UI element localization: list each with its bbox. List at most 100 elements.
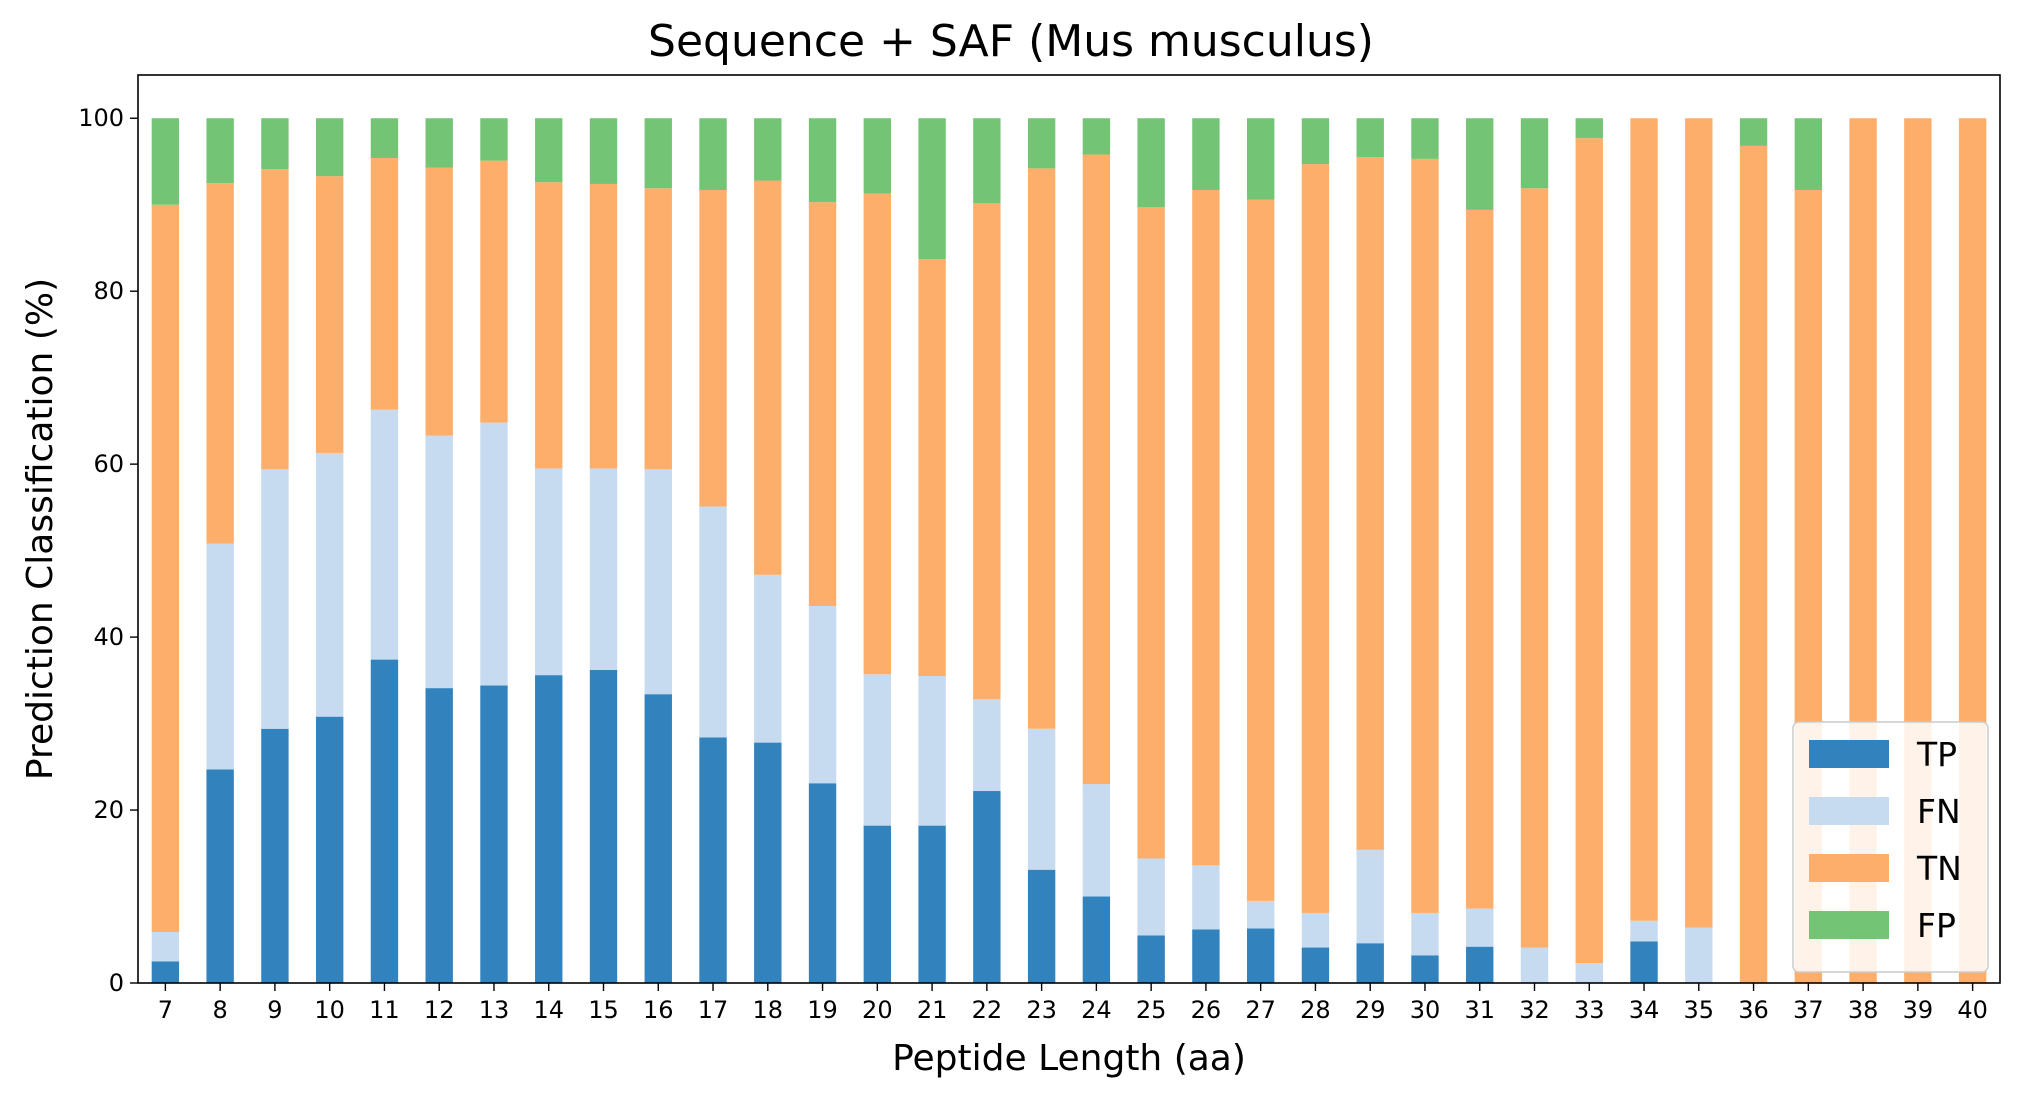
bar-fn-29: [1356, 849, 1384, 944]
bar-tn-12: [425, 167, 453, 436]
bar-fp-25: [1137, 118, 1165, 208]
bar-fn-34: [1630, 920, 1658, 942]
bar-tp-21: [918, 825, 946, 983]
bar-tp-26: [1192, 929, 1220, 983]
x-tick-label: 22: [972, 996, 1003, 1024]
bar-tn-18: [754, 180, 782, 575]
bar-fn-12: [425, 435, 453, 689]
bar-tp-29: [1356, 943, 1384, 983]
x-tick-label: 39: [1903, 996, 1934, 1024]
legend-label-tp: TP: [1916, 735, 1957, 774]
bar-fn-14: [535, 468, 563, 676]
chart-title: Sequence + SAF (Mus musculus): [648, 16, 1374, 67]
bar-fp-9: [261, 118, 289, 170]
y-tick-label: 60: [93, 450, 124, 478]
bar-fp-29: [1356, 118, 1384, 158]
bar-fp-16: [644, 118, 672, 189]
bar-tp-19: [808, 783, 837, 983]
bar-tn-11: [370, 158, 399, 410]
x-tick-label: 29: [1355, 996, 1386, 1024]
bar-tp-34: [1630, 941, 1658, 983]
bar-tp-27: [1246, 928, 1275, 983]
bar-fn-18: [754, 574, 782, 743]
bar-tn-33: [1575, 138, 1603, 964]
bar-tn-9: [261, 169, 289, 470]
bar-fp-32: [1520, 118, 1549, 189]
bar-fp-28: [1301, 118, 1330, 165]
bar-tn-10: [315, 176, 344, 453]
x-tick-label: 37: [1793, 996, 1824, 1024]
legend-swatch-fp: [1809, 911, 1889, 939]
bar-fn-11: [370, 409, 399, 660]
bar-fn-26: [1192, 865, 1220, 930]
bars-group: [151, 118, 1987, 984]
bar-tn-23: [1027, 168, 1056, 729]
bar-tn-36: [1739, 145, 1768, 984]
x-tick-label: 24: [1081, 996, 1112, 1024]
bar-tn-17: [699, 190, 727, 507]
legend-swatch-fn: [1809, 797, 1889, 825]
bar-fp-36: [1739, 118, 1768, 146]
bar-tp-18: [754, 742, 782, 983]
bar-fp-12: [425, 118, 453, 168]
bar-tp-31: [1466, 946, 1494, 983]
bar-tn-24: [1082, 154, 1111, 785]
bar-fn-30: [1411, 912, 1439, 956]
y-tick-label: 100: [78, 104, 124, 132]
x-tick-label: 40: [1957, 996, 1988, 1024]
x-tick-label: 18: [753, 996, 784, 1024]
bar-fn-17: [699, 506, 727, 738]
bar-tp-8: [206, 769, 234, 983]
bar-fn-16: [644, 469, 672, 695]
x-tick-label: 12: [424, 996, 455, 1024]
bar-tn-28: [1301, 164, 1330, 913]
bar-fp-15: [589, 118, 618, 184]
bar-fn-33: [1575, 963, 1603, 983]
bar-fn-27: [1246, 900, 1275, 929]
bar-fp-7: [151, 118, 180, 205]
bar-fp-24: [1082, 118, 1111, 155]
bar-fn-28: [1301, 912, 1330, 948]
legend-label-fp: FP: [1917, 906, 1956, 945]
bar-tn-19: [808, 202, 837, 606]
bar-fp-8: [206, 118, 234, 184]
bar-fp-37: [1794, 118, 1823, 191]
bar-tp-28: [1301, 947, 1330, 983]
bar-fp-22: [973, 118, 1001, 203]
legend-box: [1792, 721, 1989, 973]
bar-tn-21: [918, 259, 946, 677]
bar-fn-31: [1466, 908, 1494, 947]
bar-fn-24: [1082, 784, 1111, 897]
bar-fp-31: [1466, 118, 1494, 210]
bar-fp-19: [808, 118, 837, 203]
bar-fn-19: [808, 605, 837, 784]
plot-frame: [137, 74, 2001, 984]
bar-tp-20: [863, 825, 892, 983]
bar-fn-7: [151, 931, 180, 962]
x-tick-label: 35: [1684, 996, 1715, 1024]
bar-tp-13: [480, 685, 508, 983]
x-tick-label: 21: [917, 996, 948, 1024]
legend-swatch-tp: [1809, 740, 1889, 768]
bar-tn-26: [1192, 190, 1220, 866]
y-tick-label: 20: [93, 796, 124, 824]
bar-tn-16: [644, 188, 672, 470]
x-tick-label: 33: [1574, 996, 1605, 1024]
bar-tp-23: [1027, 869, 1056, 983]
bar-tn-29: [1356, 157, 1384, 850]
bar-fp-18: [754, 118, 782, 181]
legend: TP FN TN FP: [1792, 721, 1989, 973]
bar-tp-16: [644, 694, 672, 983]
bar-fp-27: [1246, 118, 1275, 200]
bar-tp-9: [261, 728, 289, 983]
bar-tn-34: [1630, 118, 1658, 921]
legend-swatch-tn: [1809, 854, 1889, 882]
bar-fn-32: [1520, 947, 1549, 983]
bar-tn-14: [535, 182, 563, 469]
x-tick-label: 27: [1245, 996, 1276, 1024]
y-tick-label: 80: [93, 277, 124, 305]
bar-tn-32: [1520, 188, 1549, 948]
bar-fp-23: [1027, 118, 1056, 169]
x-tick-label: 31: [1464, 996, 1495, 1024]
x-tick-label: 26: [1191, 996, 1222, 1024]
